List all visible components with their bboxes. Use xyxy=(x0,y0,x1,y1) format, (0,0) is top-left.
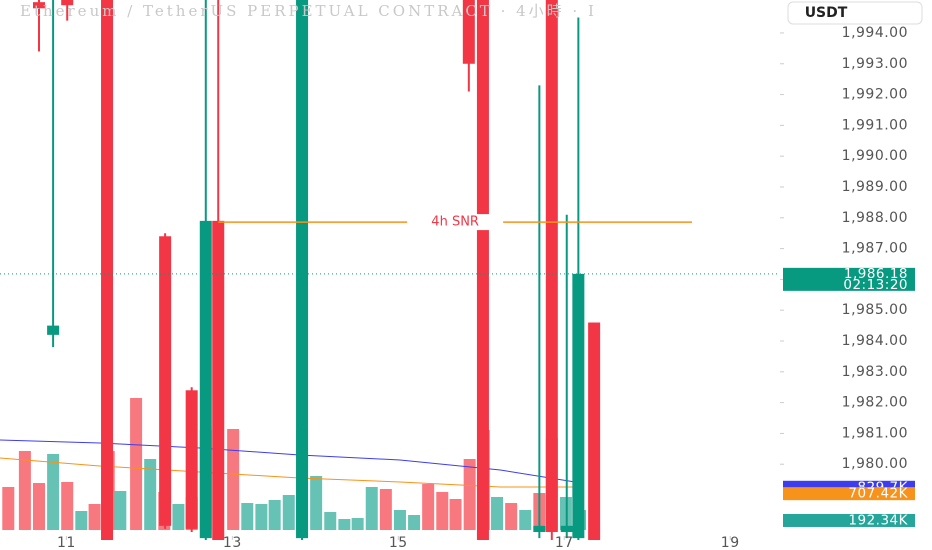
y-tick-label: 1,988.00 xyxy=(842,210,908,226)
volume-bar xyxy=(268,500,281,530)
volume-bar xyxy=(2,486,15,530)
price-axis: 1,994.00 1,993.00 1,992.00 1,991.00 1,990.00… xyxy=(780,25,908,472)
y-tick-label: 1,983.00 xyxy=(842,364,908,380)
volume-bar xyxy=(61,481,74,530)
candle-body xyxy=(462,0,475,64)
chart-title: Ethereum / TetherUS PERPETUAL CONTRACT ·… xyxy=(20,2,597,20)
candle-body xyxy=(533,525,546,532)
volume-bar xyxy=(75,510,88,530)
volume-badge-label: 707.42K xyxy=(848,486,908,502)
volume-bar xyxy=(365,486,378,530)
y-tick-label: 1,989.00 xyxy=(842,179,908,195)
volume-bar xyxy=(47,454,60,530)
volume-bar xyxy=(449,499,462,530)
volume-bar xyxy=(114,490,127,530)
volume-bar xyxy=(422,484,435,530)
volume-bar xyxy=(172,504,185,530)
candle-body xyxy=(185,390,198,529)
candle-body xyxy=(476,0,489,540)
volume-bar xyxy=(505,503,518,530)
volume-bar xyxy=(408,515,421,530)
candle-body xyxy=(588,322,601,540)
volume-bar xyxy=(144,459,157,530)
candle-body xyxy=(296,0,309,539)
currency-button[interactable] xyxy=(787,1,923,25)
volume-badge xyxy=(783,513,915,527)
y-tick-label: 1,991.00 xyxy=(842,117,908,133)
last-price-badge xyxy=(783,267,915,291)
currency-label[interactable]: USDT xyxy=(805,5,848,21)
candle-body xyxy=(199,220,212,539)
volume-bar xyxy=(33,483,45,530)
x-tick-label: 19 xyxy=(721,535,740,550)
volume-bar xyxy=(227,429,240,530)
candle-body xyxy=(212,220,225,540)
volume-bar xyxy=(324,511,337,530)
y-tick-label: 1,981.00 xyxy=(842,425,908,441)
volume-bar xyxy=(241,503,254,530)
y-tick-label: 1,985.00 xyxy=(842,302,908,318)
x-tick-label: 15 xyxy=(389,535,408,550)
y-tick-label: 1,993.00 xyxy=(842,56,908,72)
volume-bar xyxy=(436,491,449,530)
y-tick-label: 1,994.00 xyxy=(842,25,908,41)
volume-bar xyxy=(130,398,143,530)
y-tick-label: 1,990.00 xyxy=(842,148,908,164)
volume-bar xyxy=(310,475,323,530)
y-tick-label: 1,987.00 xyxy=(842,241,908,257)
y-tick-label: 1,984.00 xyxy=(842,333,908,349)
volume-bar xyxy=(88,504,101,530)
candle-body xyxy=(572,273,585,539)
volume-bar xyxy=(351,518,364,530)
y-tick-label: 1,980.00 xyxy=(842,456,908,472)
x-tick-label: 11 xyxy=(57,535,76,550)
snr-label: 4h SNR xyxy=(431,215,479,230)
plot-area: 4h SNR xyxy=(0,0,693,540)
snr-label-bg xyxy=(407,214,504,231)
volume-bar xyxy=(338,519,351,530)
last-price-label: 1,986.18 xyxy=(844,266,908,282)
volume-bar xyxy=(255,504,268,530)
countdown-label: 02:13:20 xyxy=(843,277,908,293)
y-tick-label: 1,982.00 xyxy=(842,395,908,411)
volume-badge-label: 192.34K xyxy=(848,512,908,528)
volume-bar xyxy=(282,495,295,530)
x-tick-label: 13 xyxy=(223,535,242,550)
candle-body xyxy=(101,0,114,540)
candle-body xyxy=(33,2,45,9)
volume-bar xyxy=(379,489,392,530)
candle-body xyxy=(47,325,60,335)
candle-body xyxy=(61,0,74,6)
volume-bar xyxy=(519,510,532,530)
y-tick-label: 1,992.00 xyxy=(842,87,908,103)
candle-body xyxy=(560,525,573,532)
volume-bar xyxy=(393,510,406,530)
candle-body xyxy=(159,236,172,526)
x-tick-label: 17 xyxy=(555,535,574,550)
volume-bar xyxy=(491,496,504,530)
volume-bar xyxy=(463,459,476,530)
candle-body xyxy=(545,0,558,532)
volume-bar xyxy=(18,450,31,530)
volume-badge xyxy=(783,487,915,501)
